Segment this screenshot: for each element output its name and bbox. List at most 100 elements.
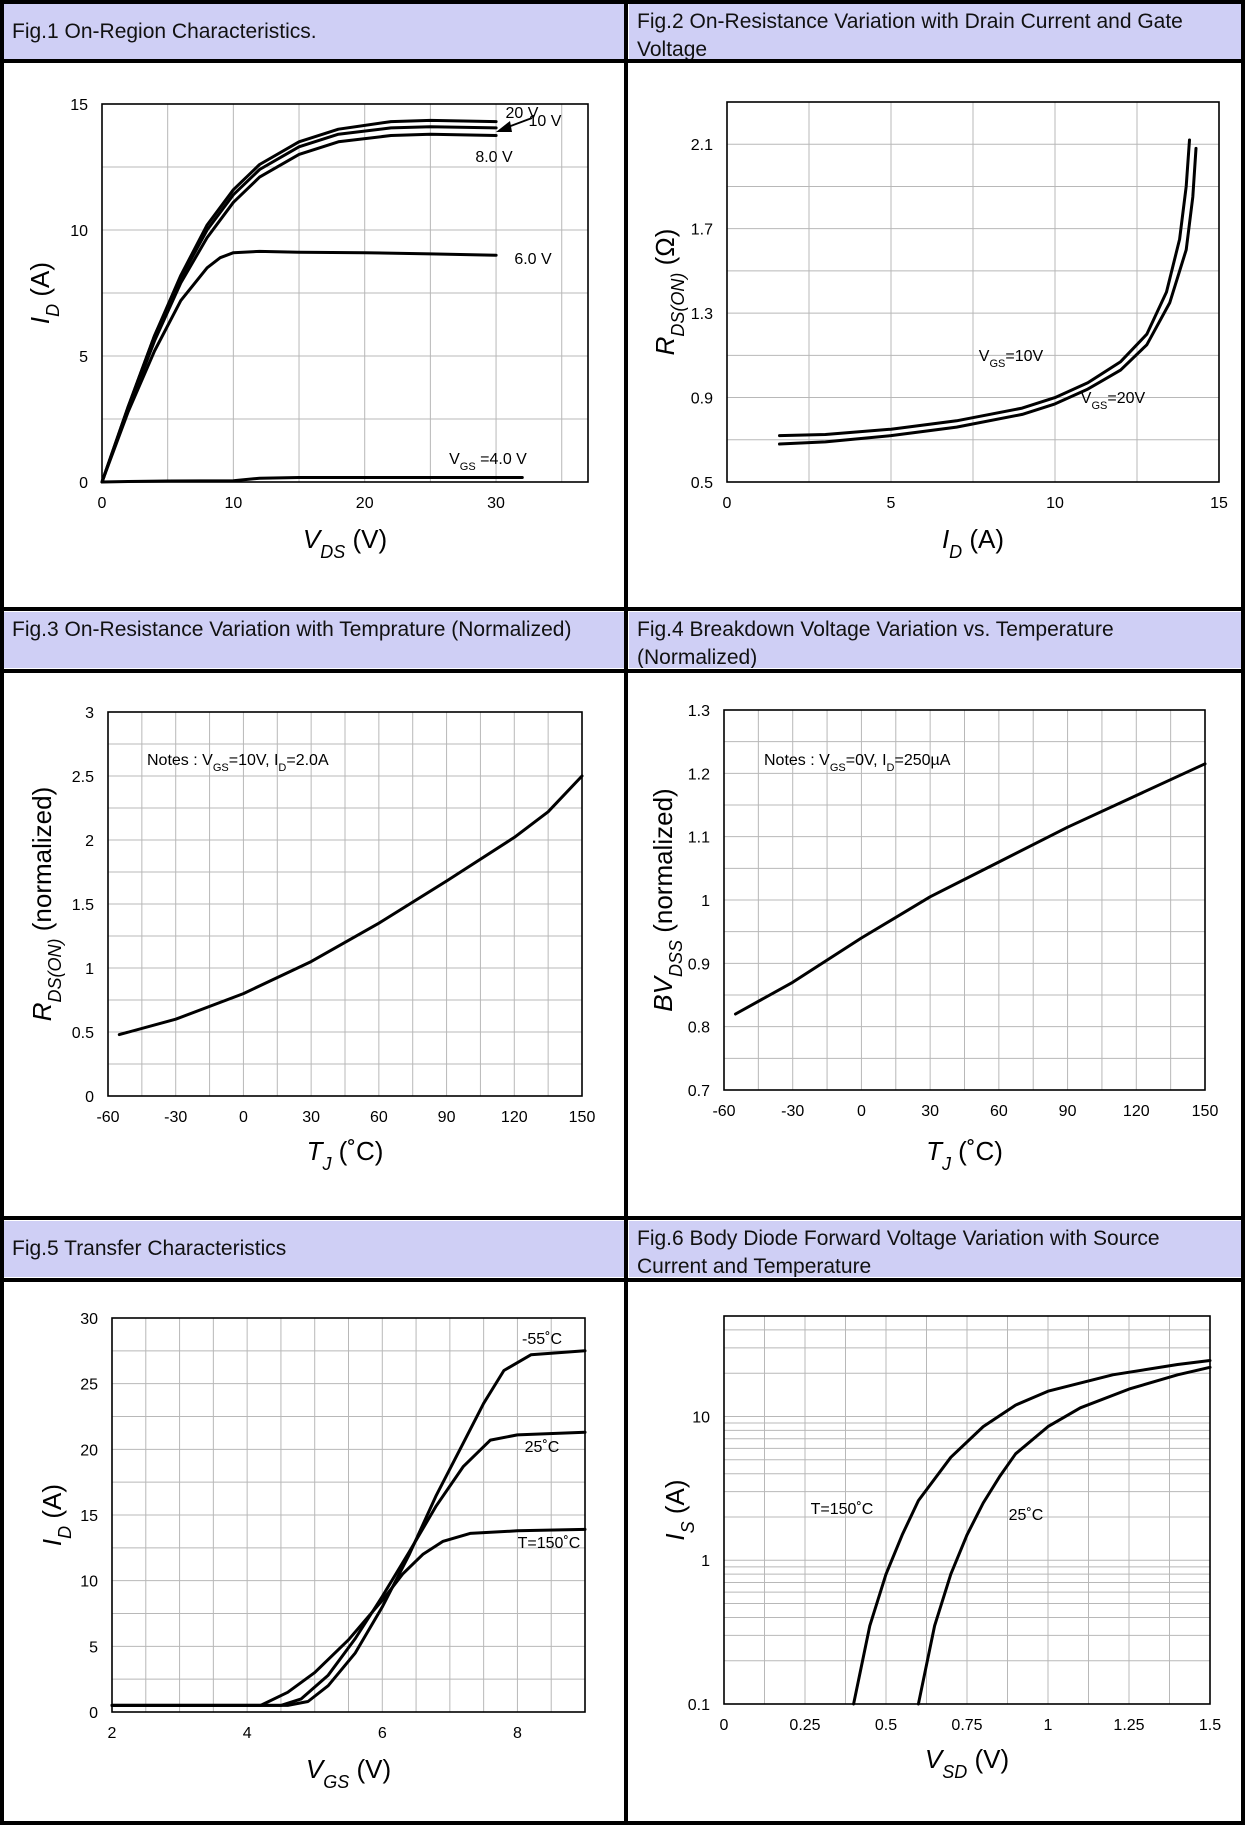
fig1-y-tick-label: 5	[79, 349, 88, 366]
fig4-x-tick-label: -30	[781, 1103, 804, 1120]
fig5-series-annotation: T=150˚C	[518, 1535, 581, 1552]
fig4-y-tick-label: 0.9	[688, 956, 710, 973]
fig1-series-line-1	[100, 125, 498, 484]
fig5-y-axis-label: ID (A)	[37, 1484, 75, 1546]
fig5-y-tick-label: 30	[80, 1311, 98, 1328]
fig4-x-tick-label: 120	[1123, 1103, 1150, 1120]
fig2-chart: 0 5 10 15 0.5 0.9 1.3 1.7 2.1 ID (A) RDS(ON) (Ω) VG…	[650, 101, 1228, 562]
fig4-y-axis-label: BVDSS (normalized)	[648, 788, 686, 1011]
fig1-title: Fig.1 On-Region Characteristics.	[4, 4, 624, 60]
fig6-chart: 0 0.25 0.5 0.75 1 1.25 1.5 0.1 1 10 VSD (V) IS (A) T…	[660, 1315, 1221, 1782]
fig5-y-tick-label: 20	[80, 1442, 98, 1459]
fig1-plot-area	[101, 103, 589, 483]
fig6-series-annotation: T=150˚C	[811, 1501, 874, 1518]
fig6-x-tick-label: 1	[1044, 1717, 1053, 1734]
fig1-x-tick-label: 0	[98, 495, 107, 512]
fig4-x-axis-label: TJ (˚C)	[926, 1136, 1003, 1174]
fig3-plot-area	[107, 711, 583, 1097]
fig5-gridlines	[112, 1318, 585, 1712]
fig5-series-annotation: -55˚C	[522, 1331, 562, 1348]
fig3-x-tick-label: -30	[164, 1109, 187, 1126]
fig2-y-tick-label: 0.9	[691, 391, 713, 408]
fig6-series-line-1	[916, 1365, 1212, 1706]
fig5-x-tick-label: 6	[378, 1725, 387, 1742]
fig6-series-line-0	[852, 1359, 1212, 1706]
fig5-y-tick-label: 5	[89, 1639, 98, 1656]
fig6-x-tick-label: 0.25	[789, 1717, 820, 1734]
fig2-series-line-0	[778, 138, 1191, 438]
fig4-y-tick-label: 0.8	[688, 1020, 710, 1037]
fig2-series-line-1	[778, 146, 1198, 446]
fig5-y-tick-label: 10	[80, 1574, 98, 1591]
fig4-x-tick-label: -60	[712, 1103, 735, 1120]
fig2-x-tick-label: 0	[723, 495, 732, 512]
fig6-x-tick-label: 1.5	[1199, 1717, 1221, 1734]
fig3-x-tick-label: 60	[370, 1109, 388, 1126]
fig4-gridlines	[724, 710, 1205, 1090]
fig6-title: Fig.6 Body Diode Forward Voltage Variati…	[629, 1221, 1241, 1277]
fig6-y-tick-label: 1	[701, 1553, 710, 1570]
fig4-y-tick-label: 1.1	[688, 830, 710, 847]
fig3-chart: -60 -30 0 30 60 90 120 150 0 0.5 1 1.5 2 2.5 3 TJ (˚C) R…	[27, 705, 595, 1174]
fig3-title: Fig.3 On-Resistance Variation with Tempr…	[4, 612, 624, 668]
fig6-y-tick-label: 0.1	[688, 1697, 710, 1714]
fig6-plot-area	[723, 1315, 1211, 1705]
fig3-y-tick-label: 2	[85, 833, 94, 850]
fig3-x-tick-label: 30	[302, 1109, 320, 1126]
fig3-y-tick-label: 3	[85, 705, 94, 722]
fig1-arrow-head	[496, 121, 512, 132]
fig3-y-tick-label: 0	[85, 1089, 94, 1106]
fig6-x-tick-label: 1.25	[1113, 1717, 1144, 1734]
fig1-y-tick-label: 0	[79, 475, 88, 492]
fig2-title: Fig.2 On-Resistance Variation with Drain…	[629, 4, 1241, 60]
fig1-series-line-3	[100, 249, 498, 484]
fig6-y-tick-label: 10	[692, 1409, 710, 1426]
fig6-x-axis-label: VSD (V)	[925, 1744, 1009, 1782]
fig3-y-tick-label: 1.5	[72, 897, 94, 914]
fig1-series-annotation: 10 V	[529, 113, 562, 130]
fig2-y-tick-label: 1.3	[691, 306, 713, 323]
fig3-y-axis-label: RDS(ON) (normalized)	[27, 787, 65, 1022]
fig4-note: Notes : VGS=0V, ID=250µA	[764, 752, 951, 774]
fig1-series-line-4	[100, 476, 524, 484]
fig1-series-annotation: 6.0 V	[514, 251, 552, 268]
fig3-y-tick-label: 0.5	[72, 1025, 94, 1042]
fig1-y-tick-label: 15	[70, 97, 88, 114]
fig6-x-tick-label: 0.5	[875, 1717, 897, 1734]
fig6-gridlines	[724, 1316, 1210, 1704]
fig5-x-tick-label: 8	[513, 1725, 522, 1742]
fig2-x-tick-label: 15	[1210, 495, 1228, 512]
fig3-x-tick-label: -60	[96, 1109, 119, 1126]
fig3-note: Notes : VGS=10V, ID=2.0A	[147, 752, 329, 774]
fig6-y-axis-label: IS (A)	[660, 1479, 698, 1540]
fig4-x-tick-label: 0	[857, 1103, 866, 1120]
fig4-x-tick-label: 150	[1192, 1103, 1219, 1120]
fig3-x-axis-label: TJ (˚C)	[307, 1136, 384, 1174]
fig2-y-axis-label: RDS(ON) (Ω)	[650, 229, 688, 356]
fig6-x-tick-label: 0.75	[951, 1717, 982, 1734]
fig3-y-tick-label: 2.5	[72, 769, 94, 786]
fig1-y-axis-label: ID (A)	[25, 262, 63, 324]
fig5-y-tick-label: 15	[80, 1508, 98, 1525]
fig2-y-tick-label: 2.1	[691, 137, 713, 154]
fig4-series-line-0	[734, 762, 1207, 1016]
fig4-y-tick-label: 1	[701, 893, 710, 910]
fig1-x-axis-label: VDS (V)	[303, 524, 387, 562]
fig5-plot-area	[111, 1317, 586, 1713]
fig3-gridlines	[108, 712, 582, 1096]
fig4-chart: -60 -30 0 30 60 90 120 150 0.7 0.8 0.9 1 1.1 1.2 1.3 TJ…	[648, 703, 1218, 1174]
fig1-x-tick-label: 10	[224, 495, 242, 512]
fig3-x-tick-label: 0	[239, 1109, 248, 1126]
fig1-x-tick-label: 20	[356, 495, 374, 512]
fig2-x-axis-label: ID (A)	[942, 524, 1004, 562]
fig1-x-tick-label: 30	[487, 495, 505, 512]
fig1-gridlines	[102, 104, 588, 482]
fig4-plot-area	[723, 709, 1206, 1091]
fig5-x-tick-label: 4	[243, 1725, 252, 1742]
fig2-y-tick-label: 0.5	[691, 475, 713, 492]
fig4-y-tick-label: 1.2	[688, 766, 710, 783]
fig6-series-annotation: 25˚C	[1009, 1507, 1044, 1524]
fig4-x-tick-label: 30	[921, 1103, 939, 1120]
